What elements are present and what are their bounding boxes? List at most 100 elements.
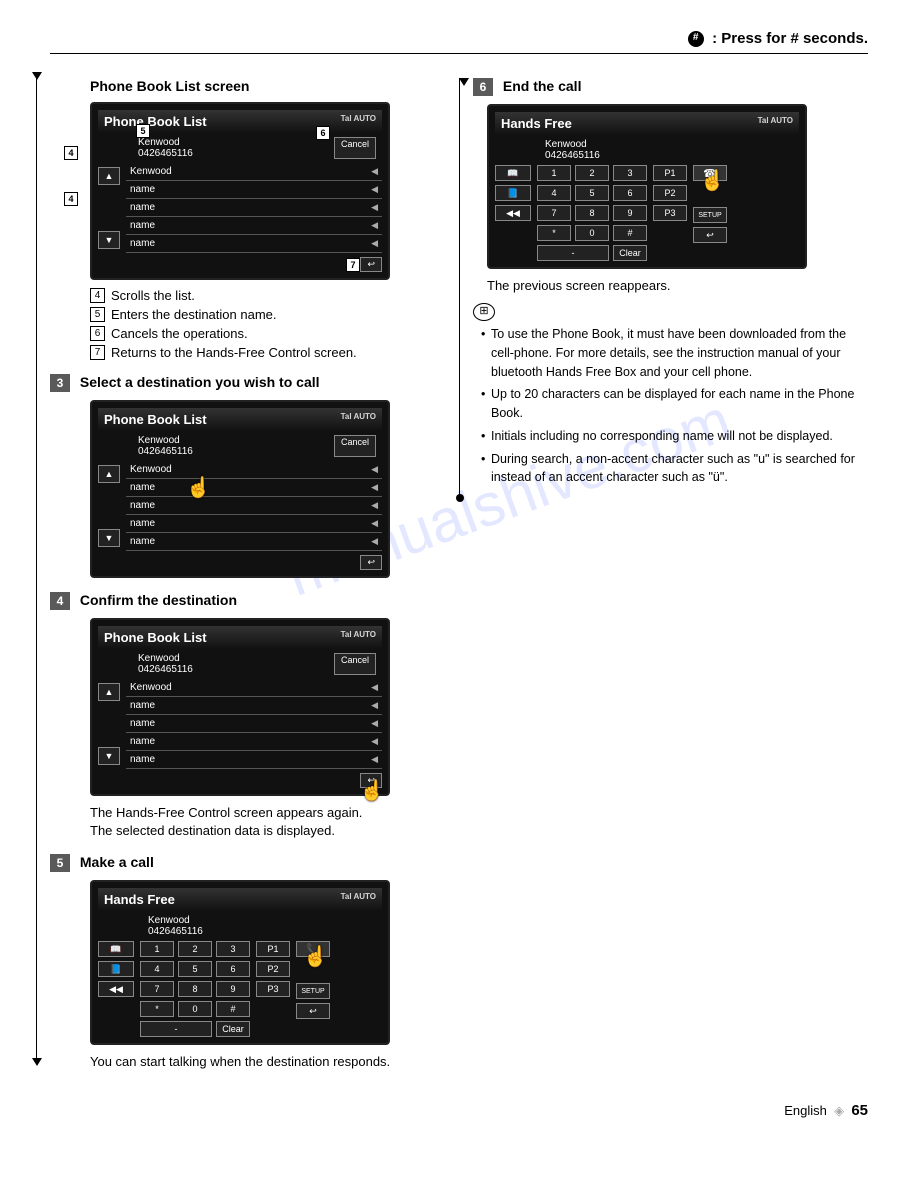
key-2[interactable]: 2 bbox=[178, 941, 212, 957]
key-7[interactable]: 7 bbox=[140, 981, 174, 997]
para-5: You can start talking when the destinati… bbox=[90, 1053, 445, 1071]
list-item[interactable]: name◀ bbox=[126, 217, 382, 235]
list-item[interactable]: name◀ bbox=[126, 199, 382, 217]
contact-number: 0426465116 bbox=[148, 926, 376, 937]
annot-5: 5 bbox=[136, 124, 150, 138]
contact-number: 0426465116 bbox=[545, 150, 793, 161]
key-9[interactable]: 9 bbox=[613, 205, 647, 221]
list-item[interactable]: name◀ bbox=[126, 235, 382, 253]
cancel-button[interactable]: Cancel bbox=[334, 137, 376, 159]
annot-6: 6 bbox=[316, 126, 330, 140]
key-hash[interactable]: # bbox=[613, 225, 647, 241]
key-1[interactable]: 1 bbox=[537, 165, 571, 181]
return-button[interactable]: ↩ bbox=[360, 555, 382, 570]
tap-hand-icon: ☝ bbox=[700, 168, 725, 193]
return-button[interactable]: ↩ bbox=[296, 1003, 330, 1019]
list-item[interactable]: name◀ bbox=[126, 733, 382, 751]
key-4[interactable]: 4 bbox=[140, 961, 174, 977]
back-icon[interactable]: ◀◀ bbox=[495, 205, 531, 221]
note-item: Up to 20 characters can be displayed for… bbox=[481, 385, 868, 423]
list-item[interactable]: Kenwood◀ bbox=[126, 163, 382, 181]
setup-button[interactable]: SETUP bbox=[693, 207, 727, 223]
key-9[interactable]: 9 bbox=[216, 981, 250, 997]
key-star[interactable]: * bbox=[140, 1001, 174, 1017]
preset-p2[interactable]: P2 bbox=[256, 961, 290, 977]
annotation-text: Cancels the operations. bbox=[111, 326, 248, 341]
back-icon[interactable]: ◀◀ bbox=[98, 981, 134, 997]
key-star[interactable]: * bbox=[537, 225, 571, 241]
annotation-text: Returns to the Hands-Free Control screen… bbox=[111, 345, 357, 360]
list-item[interactable]: name◀ ☝ bbox=[126, 479, 382, 497]
return-button[interactable]: ↩ ☝ bbox=[360, 773, 382, 788]
list-item[interactable]: name◀ bbox=[126, 697, 382, 715]
note-item: During search, a non-accent character su… bbox=[481, 450, 868, 488]
para-4a: The Hands-Free Control screen appears ag… bbox=[90, 804, 445, 822]
key-5[interactable]: 5 bbox=[178, 961, 212, 977]
scroll-up-button[interactable]: ▲ bbox=[98, 465, 120, 483]
phonebook-icon[interactable]: 📖 bbox=[495, 165, 531, 181]
clear-button[interactable]: Clear bbox=[216, 1021, 250, 1037]
num-box: 5 bbox=[90, 307, 105, 322]
return-button[interactable]: ↩ bbox=[360, 257, 382, 272]
list-item[interactable]: name◀ bbox=[126, 181, 382, 199]
scroll-down-button[interactable]: ▼ bbox=[98, 231, 120, 249]
step-4-title: 4 Confirm the destination bbox=[50, 592, 445, 610]
preset-p3[interactable]: P3 bbox=[256, 981, 290, 997]
screen-title: Phone Book List bbox=[104, 114, 207, 129]
list-item[interactable]: name◀ bbox=[126, 751, 382, 769]
key-1[interactable]: 1 bbox=[140, 941, 174, 957]
key-6[interactable]: 6 bbox=[613, 185, 647, 201]
stopwatch-icon bbox=[688, 31, 704, 47]
signal-icons: Tal AUTO bbox=[758, 116, 793, 131]
key-hash[interactable]: # bbox=[216, 1001, 250, 1017]
contact-list: Kenwood◀ name◀ name◀ name◀ name◀ bbox=[126, 163, 382, 253]
key-dash[interactable]: - bbox=[537, 245, 609, 261]
preset-p2[interactable]: P2 bbox=[653, 185, 687, 201]
contact-name: Kenwood bbox=[138, 653, 193, 664]
list-item[interactable]: name◀ bbox=[126, 515, 382, 533]
key-dash[interactable]: - bbox=[140, 1021, 212, 1037]
step-5-title: 5 Make a call bbox=[50, 854, 445, 872]
key-0[interactable]: 0 bbox=[575, 225, 609, 241]
key-8[interactable]: 8 bbox=[575, 205, 609, 221]
list-item[interactable]: name◀ bbox=[126, 715, 382, 733]
hangup-button[interactable]: ☎ ☝ bbox=[693, 165, 727, 181]
list-item[interactable]: Kenwood◀ bbox=[126, 679, 382, 697]
clear-button[interactable]: Clear bbox=[613, 245, 647, 261]
cancel-button[interactable]: Cancel bbox=[334, 435, 376, 457]
key-0[interactable]: 0 bbox=[178, 1001, 212, 1017]
step-6-title: 6 End the call bbox=[473, 78, 868, 96]
scroll-down-button[interactable]: ▼ bbox=[98, 529, 120, 547]
history-icon[interactable]: 📘 bbox=[495, 185, 531, 201]
key-3[interactable]: 3 bbox=[613, 165, 647, 181]
left-column: Phone Book List screen 4 4 5 6 7 Phone B… bbox=[50, 78, 445, 1072]
key-6[interactable]: 6 bbox=[216, 961, 250, 977]
key-4[interactable]: 4 bbox=[537, 185, 571, 201]
page-number: 65 bbox=[851, 1102, 868, 1119]
phonebook-icon[interactable]: 📖 bbox=[98, 941, 134, 957]
scroll-up-button[interactable]: ▲ bbox=[98, 167, 120, 185]
list-item[interactable]: name◀ bbox=[126, 533, 382, 551]
key-2[interactable]: 2 bbox=[575, 165, 609, 181]
preset-p1[interactable]: P1 bbox=[653, 165, 687, 181]
scroll-up-button[interactable]: ▲ bbox=[98, 683, 120, 701]
preset-p1[interactable]: P1 bbox=[256, 941, 290, 957]
screen-title: Hands Free bbox=[104, 892, 175, 907]
return-button[interactable]: ↩ bbox=[693, 227, 727, 243]
list-item[interactable]: Kenwood◀ bbox=[126, 461, 382, 479]
call-button[interactable]: 📞 ☝ bbox=[296, 941, 330, 957]
preset-p3[interactable]: P3 bbox=[653, 205, 687, 221]
key-8[interactable]: 8 bbox=[178, 981, 212, 997]
list-item[interactable]: name◀ bbox=[126, 497, 382, 515]
key-5[interactable]: 5 bbox=[575, 185, 609, 201]
screen-phonebook-1: 4 4 5 6 7 Phone Book List Tal AUTO Kenwo… bbox=[90, 102, 390, 280]
screen-phonebook-2: Phone Book List Tal AUTO Kenwood 0426465… bbox=[90, 400, 390, 578]
key-7[interactable]: 7 bbox=[537, 205, 571, 221]
cancel-button[interactable]: Cancel bbox=[334, 653, 376, 675]
setup-button[interactable]: SETUP bbox=[296, 983, 330, 999]
key-3[interactable]: 3 bbox=[216, 941, 250, 957]
screen-title: Phone Book List bbox=[104, 412, 207, 427]
flow-arrow-right bbox=[459, 78, 469, 86]
scroll-down-button[interactable]: ▼ bbox=[98, 747, 120, 765]
history-icon[interactable]: 📘 bbox=[98, 961, 134, 977]
